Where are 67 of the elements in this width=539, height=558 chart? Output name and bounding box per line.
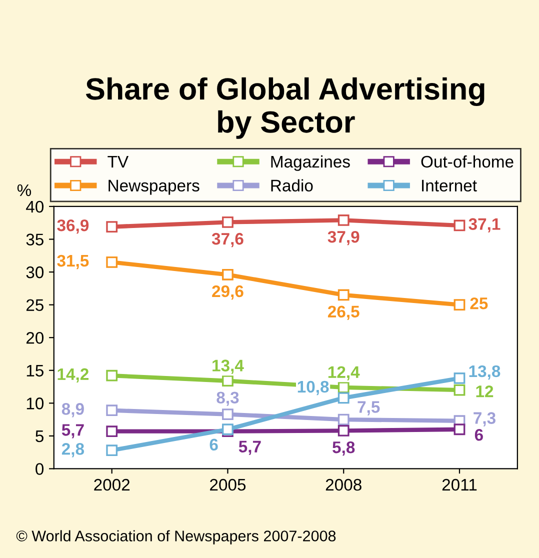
data-label: 7,5 <box>358 401 380 416</box>
data-label: 6 <box>474 428 483 441</box>
point <box>454 372 466 384</box>
point <box>106 426 118 438</box>
legend-label: Internet <box>422 180 477 192</box>
data-label: 31,5 <box>57 254 89 270</box>
data-label: 5,8 <box>332 441 355 456</box>
data-label: 8,3 <box>216 392 239 406</box>
data-label: 13,8 <box>469 365 500 380</box>
y-tick-label: 15 <box>26 364 44 377</box>
y-tick-label: 35 <box>26 234 44 246</box>
data-label: 37,6 <box>212 232 244 248</box>
point <box>222 375 234 387</box>
point <box>454 299 466 311</box>
data-label: 29,6 <box>212 285 244 300</box>
data-label: 25 <box>470 297 488 310</box>
legend-label: Out-of-home <box>421 155 514 168</box>
chart-title: Share of Global Advertising by Sector <box>86 77 484 139</box>
data-label: 26,5 <box>328 306 360 320</box>
data-label: 12,4 <box>328 366 360 380</box>
data-label: 5,7 <box>238 440 261 455</box>
y-tick-label: 40 <box>26 200 44 213</box>
x-tick-label: 2011 <box>442 478 477 491</box>
point <box>222 268 234 280</box>
point <box>454 220 466 232</box>
text: © World Association of Newspapers 2007-2008 <box>16 530 336 544</box>
data-label: 12 <box>476 385 494 398</box>
y-tick-label: 5 <box>36 430 44 442</box>
point <box>106 404 118 416</box>
y-axis-title: % <box>17 184 32 196</box>
point <box>106 256 118 268</box>
point <box>338 424 350 436</box>
data-label: 10,8 <box>298 380 329 396</box>
legend-label: TV <box>108 156 129 168</box>
data-label: 5,7 <box>62 424 84 438</box>
y-tick-label: 0 <box>36 463 44 475</box>
point <box>454 424 466 436</box>
y-tick-label: 25 <box>26 299 44 312</box>
point <box>338 414 350 426</box>
data-label: 8,9 <box>62 403 84 418</box>
y-tick-label: 30 <box>26 266 44 278</box>
data-label: 13,4 <box>212 360 244 374</box>
point <box>222 408 234 420</box>
point <box>454 384 466 396</box>
point <box>338 382 350 394</box>
legend-label: Radio <box>271 179 313 192</box>
data-label: 2,8 <box>62 443 84 458</box>
point <box>338 289 350 301</box>
legend-label: Newspapers <box>108 180 200 195</box>
point <box>338 214 350 226</box>
data-label: 37,1 <box>468 218 500 232</box>
point <box>338 392 350 404</box>
x-tick-label: 2008 <box>326 478 362 491</box>
point <box>106 370 118 382</box>
y-tick-label: 20 <box>26 332 44 344</box>
x-tick-label: 2005 <box>210 478 246 491</box>
data-label: 14,2 <box>58 368 89 383</box>
data-label: 37,9 <box>328 230 360 246</box>
point <box>222 216 234 228</box>
data-label: 7,3 <box>474 412 496 426</box>
point <box>106 221 118 232</box>
point <box>106 444 118 456</box>
legend-label: Magazines <box>271 155 350 171</box>
x-tick-label: 2002 <box>94 478 130 491</box>
data-label: 6 <box>210 438 218 451</box>
y-tick-label: 10 <box>26 398 44 410</box>
data-label: 36,9 <box>57 219 89 234</box>
